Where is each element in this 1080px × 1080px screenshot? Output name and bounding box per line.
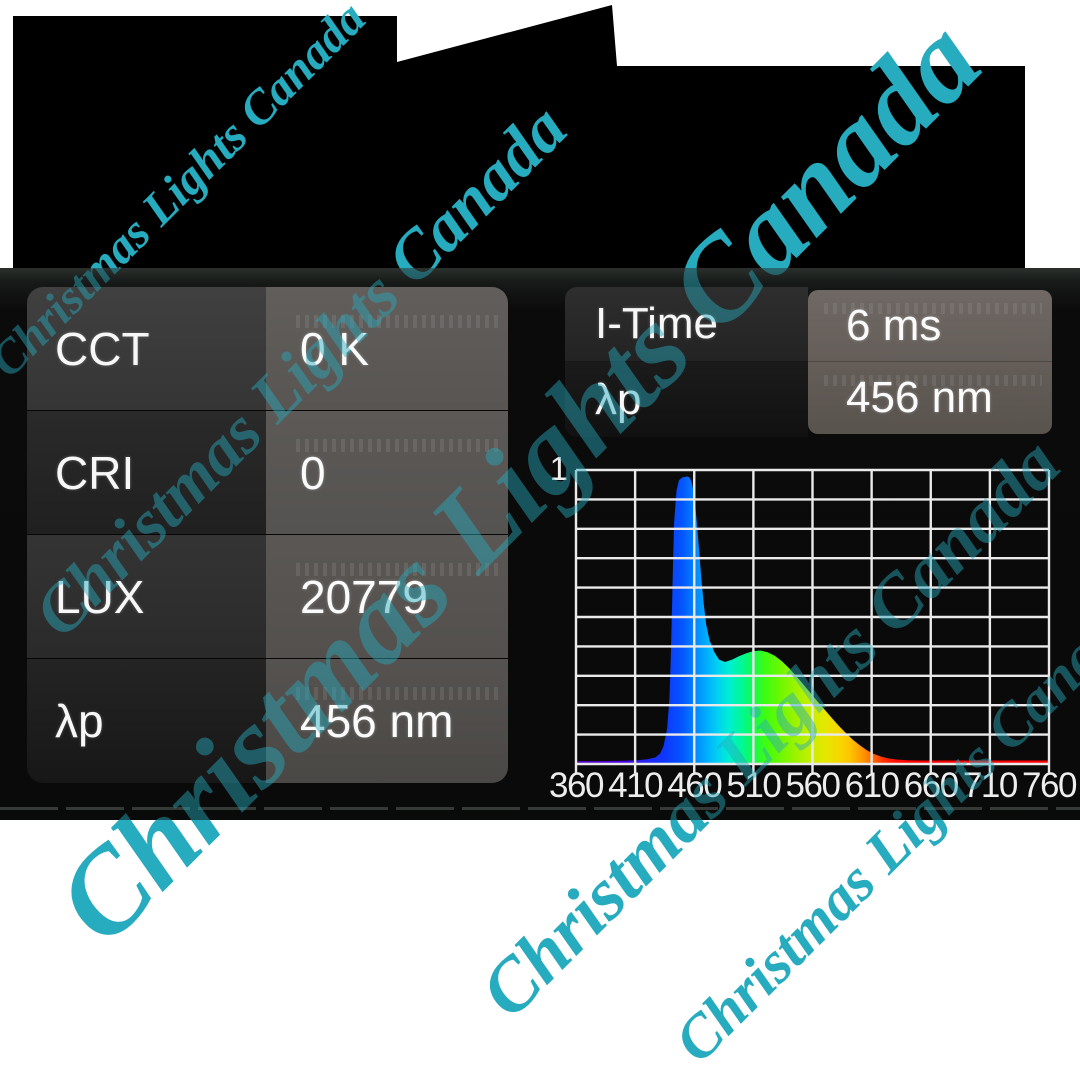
x-tick-label: 460 — [667, 766, 722, 805]
integration-panel: I-Time λp 6 ms 456 nm — [565, 287, 1055, 437]
y-axis-max-label: 1 — [550, 450, 568, 487]
measurement-row-cri: CRI 0 — [27, 411, 508, 535]
lambda-p-value: 456 nm — [266, 659, 508, 783]
measurement-row-lux: LUX 20779 — [27, 535, 508, 659]
spectrometer-screen: CCT 0 K CRI 0 LUX 20779 λp 456 nm I-Time… — [0, 268, 1080, 820]
cri-label: CRI — [27, 411, 266, 534]
integration-panel-labels: I-Time λp — [565, 287, 808, 437]
lux-label: LUX — [27, 535, 266, 658]
screen-bottom-bar — [0, 802, 1080, 820]
cct-value: 0 K — [266, 287, 508, 410]
x-tick-label: 660 — [904, 766, 959, 805]
lux-value: 20779 — [266, 535, 508, 658]
x-tick-label: 360 — [549, 766, 604, 805]
integration-panel-values: 6 ms 456 nm — [808, 290, 1052, 434]
lambda-p-label: λp — [27, 659, 266, 783]
bottom-bar-segments — [0, 807, 1080, 810]
spectrum-chart: 1 360 410 460 510 560 610 660 710 760 — [549, 450, 1078, 805]
lambda-p-value-right: 456 nm — [808, 362, 1052, 434]
x-tick-label: 510 — [726, 766, 781, 805]
measurement-panel: CCT 0 K CRI 0 LUX 20779 λp 456 nm — [27, 287, 508, 783]
lambda-p-label-right: λp — [565, 362, 808, 437]
i-time-value: 6 ms — [808, 290, 1052, 362]
cri-value: 0 — [266, 411, 508, 534]
x-tick-label: 710 — [963, 766, 1018, 805]
cct-label: CCT — [27, 287, 266, 410]
x-tick-label: 410 — [608, 766, 663, 805]
x-tick-label: 760 — [1022, 766, 1077, 805]
measurement-row-cct: CCT 0 K — [27, 287, 508, 411]
top-black-region — [13, 5, 1025, 268]
x-tick-label: 560 — [786, 766, 841, 805]
i-time-label: I-Time — [565, 287, 808, 362]
chart-grid — [574, 468, 1051, 773]
measurement-row-lambda-p: λp 456 nm — [27, 659, 508, 783]
x-tick-label: 610 — [845, 766, 900, 805]
